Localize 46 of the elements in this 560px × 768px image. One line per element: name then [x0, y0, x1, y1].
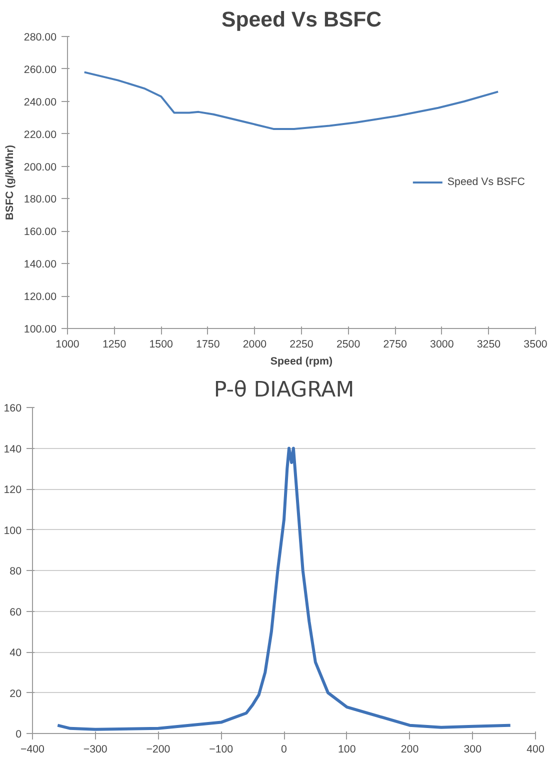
x-tick-label: 100 [338, 744, 356, 756]
x-tick-label: 2000 [242, 338, 267, 350]
y-tick-label: 120 [4, 484, 22, 496]
y-tick-label: 200.00 [24, 161, 57, 174]
chart-title: P-θ DIAGRAM [214, 378, 354, 402]
x-tick-label: 400 [526, 744, 544, 756]
y-tick-label: 100 [4, 524, 22, 537]
y-tick-label: 160 [4, 402, 22, 414]
x-tick-label: 200 [400, 744, 419, 756]
x-tick-label: 1500 [149, 338, 174, 350]
x-tick-label: −400 [20, 744, 45, 756]
y-tick-label: 0 [16, 728, 22, 740]
y-tick-label: 60 [10, 606, 22, 618]
line-series [56, 446, 512, 731]
y-axis-title: BSFC (g/kWhr) [4, 144, 16, 220]
y-tick-label: 40 [10, 647, 22, 659]
x-tick-label: 3250 [476, 338, 501, 350]
x-tick-label: 1750 [196, 338, 220, 350]
y-tick-label: 100.00 [24, 324, 57, 336]
y-tick-label: 240.00 [24, 96, 57, 108]
x-tick-label: −100 [209, 744, 234, 756]
y-tick-label: 280.00 [24, 32, 57, 44]
y-tick-label: 140 [4, 443, 22, 456]
x-tick-label: 2500 [336, 338, 360, 350]
y-tick-label: 180.00 [24, 194, 57, 206]
y-tick-label: 120.00 [24, 291, 57, 304]
y-tick-label: 140.00 [24, 258, 57, 271]
x-tick-label: 0 [281, 744, 288, 756]
y-tick-label: 20 [10, 688, 22, 700]
x-tick-label: −300 [83, 744, 108, 756]
y-tick-label: 220.00 [24, 128, 57, 141]
y-tick-label: 260.00 [24, 64, 57, 76]
x-tick-label: −200 [146, 744, 170, 756]
y-tick-label: 160.00 [24, 226, 57, 238]
x-tick-label: 2750 [383, 338, 408, 350]
x-tick-label: 1250 [102, 338, 126, 350]
x-tick-label: 3000 [430, 338, 454, 350]
chart-title: Speed Vs BSFC [222, 8, 382, 32]
legend-label: Speed Vs BSFC [447, 176, 525, 188]
line-series [83, 71, 500, 130]
x-tick-label: 3500 [524, 338, 548, 350]
x-axis-title: Speed (rpm) [270, 356, 334, 368]
x-tick-label: 2250 [290, 338, 314, 350]
x-tick-label: 1000 [56, 338, 80, 350]
y-tick-label: 80 [10, 566, 22, 578]
x-tick-label: 300 [464, 744, 482, 756]
